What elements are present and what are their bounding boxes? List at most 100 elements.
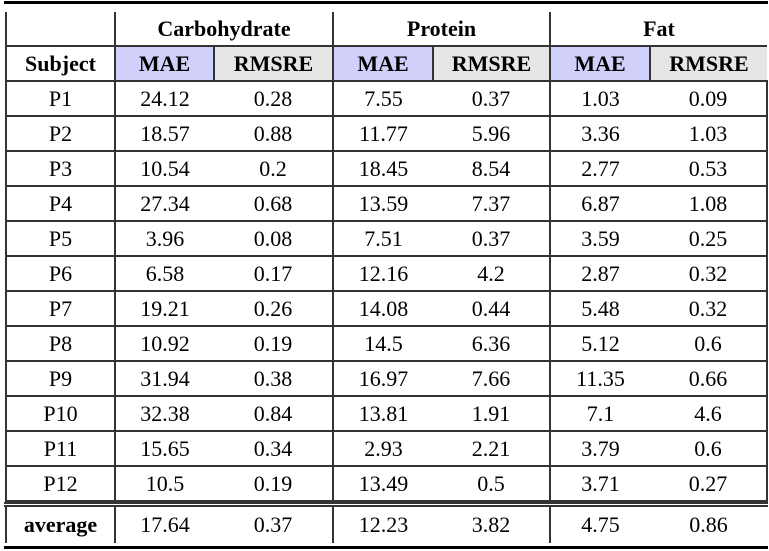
subject-cell: P9 (5, 360, 116, 397)
table-row: P7 19.21 0.26 14.08 0.44 5.48 0.32 (5, 290, 768, 327)
value-cell: 7.66 (433, 360, 551, 397)
subject-cell: P2 (5, 115, 116, 152)
value-cell: 24.12 (114, 80, 214, 117)
value-cell: 4.2 (433, 255, 551, 292)
value-cell: 14.08 (332, 290, 433, 327)
value-cell: 10.54 (114, 150, 214, 187)
value-cell: 12.16 (332, 255, 433, 292)
value-cell: 0.32 (650, 290, 768, 327)
group-header-fat: Fat (549, 12, 767, 47)
value-cell: 0.84 (214, 395, 334, 432)
table-row: P5 3.96 0.08 7.51 0.37 3.59 0.25 (5, 220, 768, 257)
average-cell: 3.82 (433, 507, 551, 543)
value-cell: 27.34 (114, 185, 214, 222)
metric-header-mae: MAE (114, 45, 215, 82)
value-cell: 7.51 (332, 220, 433, 257)
value-cell: 11.77 (332, 115, 433, 152)
value-cell: 3.36 (549, 115, 650, 152)
value-cell: 0.37 (433, 80, 551, 117)
metric-header-row: Subject MAE RMSRE MAE RMSRE MAE RMSRE (5, 45, 767, 82)
group-header-protein: Protein (332, 12, 551, 47)
value-cell: 0.6 (650, 430, 768, 467)
subject-cell: P12 (5, 465, 116, 502)
average-cell: 12.23 (332, 507, 433, 543)
value-cell: 4.6 (650, 395, 768, 432)
subject-cell: P10 (5, 395, 116, 432)
value-cell: 2.21 (433, 430, 551, 467)
value-cell: 0.44 (433, 290, 551, 327)
value-cell: 0.09 (650, 80, 768, 117)
average-separator-rule (4, 505, 768, 507)
subject-cell: P4 (5, 185, 116, 222)
value-cell: 32.38 (114, 395, 214, 432)
average-label: average (5, 507, 116, 543)
value-cell: 0.66 (650, 360, 768, 397)
metric-header-rmsre: RMSRE (649, 45, 767, 82)
value-cell: 0.28 (214, 80, 334, 117)
table-row: P9 31.94 0.38 16.97 7.66 11.35 0.66 (5, 360, 768, 397)
average-cell: 0.86 (689, 512, 728, 537)
corner-cell (5, 12, 116, 47)
value-cell: 19.21 (114, 290, 214, 327)
top-rule (4, 1, 768, 4)
table-row: P1 24.12 0.28 7.55 0.37 1.03 0.09 (5, 80, 768, 117)
value-cell: 0.53 (650, 150, 768, 187)
value-cell: 8.54 (433, 150, 551, 187)
average-table: average 17.64 0.37 12.23 3.82 4.75 0.86 (5, 507, 767, 543)
value-cell: 2.77 (549, 150, 650, 187)
value-cell: 5.96 (433, 115, 551, 152)
value-cell: 18.45 (332, 150, 433, 187)
value-cell: 0.68 (214, 185, 334, 222)
value-cell: 0.5 (433, 465, 551, 502)
value-cell: 2.87 (549, 255, 650, 292)
subject-cell: P7 (5, 290, 116, 327)
value-cell: 3.96 (114, 220, 214, 257)
average-cell: 0.37 (214, 507, 334, 543)
table-row: P3 10.54 0.2 18.45 8.54 2.77 0.53 (5, 150, 768, 187)
bottom-rule (4, 546, 768, 549)
group-header-row: Carbohydrate Protein Fat (5, 12, 767, 47)
metric-header-mae: MAE (332, 45, 434, 82)
value-cell: 0.2 (214, 150, 334, 187)
average-cell: 4.75 (549, 507, 650, 543)
subject-cell: P11 (5, 430, 116, 467)
value-cell: 14.5 (332, 325, 433, 362)
value-cell: 0.38 (214, 360, 334, 397)
group-header-carbohydrate: Carbohydrate (114, 12, 334, 47)
value-cell: 0.17 (214, 255, 334, 292)
value-cell: 0.34 (214, 430, 334, 467)
subject-cell: P6 (5, 255, 116, 292)
value-cell: 6.36 (433, 325, 551, 362)
value-cell: 7.55 (332, 80, 433, 117)
average-separator-rule (4, 502, 768, 504)
value-cell: 7.1 (549, 395, 650, 432)
value-cell: 1.03 (650, 115, 768, 152)
value-cell: 1.03 (549, 80, 650, 117)
value-cell: 6.87 (549, 185, 650, 222)
value-cell: 16.97 (332, 360, 433, 397)
metric-header-rmsre: RMSRE (432, 45, 551, 82)
value-cell: 0.6 (650, 325, 768, 362)
value-cell: 5.12 (549, 325, 650, 362)
subject-cell: P3 (5, 150, 116, 187)
subject-cell: P8 (5, 325, 116, 362)
value-cell: 1.91 (433, 395, 551, 432)
value-cell: 31.94 (114, 360, 214, 397)
value-cell: 3.59 (549, 220, 650, 257)
subject-cell: P5 (5, 220, 116, 257)
value-cell: 13.59 (332, 185, 433, 222)
value-cell: 5.48 (549, 290, 650, 327)
subject-cell: P1 (5, 80, 116, 117)
table-row: P4 27.34 0.68 13.59 7.37 6.87 1.08 (5, 185, 768, 222)
value-cell: 1.08 (650, 185, 768, 222)
value-cell: 0.19 (214, 325, 334, 362)
value-cell: 18.57 (114, 115, 214, 152)
value-cell: 0.32 (650, 255, 768, 292)
value-cell: 0.19 (214, 465, 334, 502)
value-cell: 3.71 (549, 465, 650, 502)
value-cell: 0.37 (433, 220, 551, 257)
value-cell: 10.92 (114, 325, 214, 362)
value-cell: 13.81 (332, 395, 433, 432)
metric-header-rmsre: RMSRE (213, 45, 334, 82)
value-cell: 0.25 (650, 220, 768, 257)
